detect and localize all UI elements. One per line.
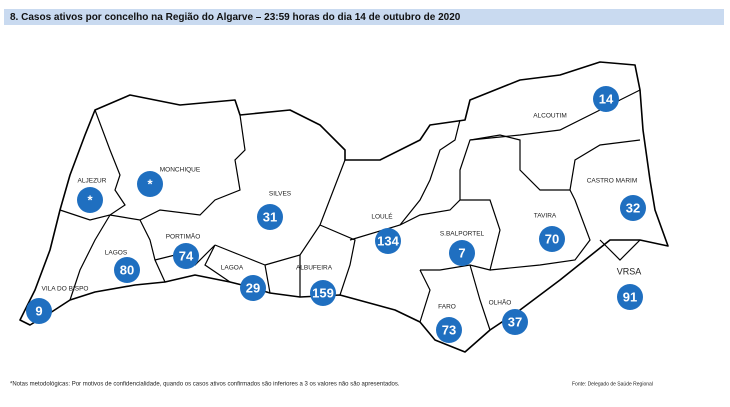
case-badge (436, 317, 462, 343)
case-badge (593, 86, 619, 112)
case-badge (449, 240, 475, 266)
case-badge (539, 226, 565, 252)
case-badge (114, 257, 140, 283)
municipality-name: S.BALPORTEL (440, 231, 485, 238)
case-count: 14 (599, 92, 614, 107)
case-count: 9 (35, 304, 42, 319)
case-badge (77, 187, 103, 213)
municipality-name: ALJEZUR (78, 178, 107, 185)
municipality-name: FARO (438, 304, 456, 311)
footnote: *Notas metodológicas: Por motivos de con… (10, 382, 400, 388)
title-bar (4, 9, 724, 25)
case-count: 74 (179, 249, 194, 264)
municipality-name: ALCOUTIM (533, 113, 567, 120)
municipality-name: TAVIRA (534, 213, 557, 220)
case-count: * (87, 193, 93, 208)
case-badge (617, 284, 643, 310)
municipality-name: ALBUFEIRA (296, 265, 333, 272)
case-badge (310, 280, 336, 306)
case-count: 37 (508, 315, 522, 330)
case-count: 32 (626, 201, 640, 216)
municipality-name: VILA DO BISPO (42, 286, 89, 293)
case-badge (375, 228, 401, 254)
case-badge (137, 171, 163, 197)
map-outline (19, 61, 669, 353)
case-count: 91 (623, 290, 637, 305)
municipality-name: VRSA (617, 266, 642, 276)
case-count: 159 (312, 286, 334, 301)
case-badge (173, 243, 199, 269)
case-count: 29 (246, 281, 260, 296)
case-count: 31 (263, 210, 277, 225)
borders (59, 89, 641, 331)
case-badge (502, 309, 528, 335)
case-count: 80 (120, 263, 134, 278)
municipality-name: CASTRO MARIM (587, 178, 638, 185)
municipality-name: MONCHIQUE (160, 167, 201, 174)
case-badge (620, 195, 646, 221)
title: 8. Casos ativos por concelho na Região d… (10, 12, 461, 23)
case-count: 73 (442, 323, 456, 338)
municipality-name: PORTIMÃO (166, 232, 201, 241)
municipality-name: SILVES (269, 191, 292, 198)
case-count: 70 (545, 232, 559, 247)
case-badge (240, 275, 266, 301)
municipality-name: LAGOS (105, 250, 128, 257)
case-count: 134 (377, 234, 399, 249)
source: Fonte: Delegado de Saúde Regional (572, 381, 653, 387)
case-count: * (147, 177, 153, 192)
municipality-name: OLHÃO (489, 298, 512, 307)
municipality-name: LAGOA (221, 265, 244, 272)
municipality-name: LOULÉ (371, 212, 393, 221)
case-badge (257, 204, 283, 230)
case-count: 7 (458, 246, 465, 261)
case-badge (26, 298, 52, 324)
